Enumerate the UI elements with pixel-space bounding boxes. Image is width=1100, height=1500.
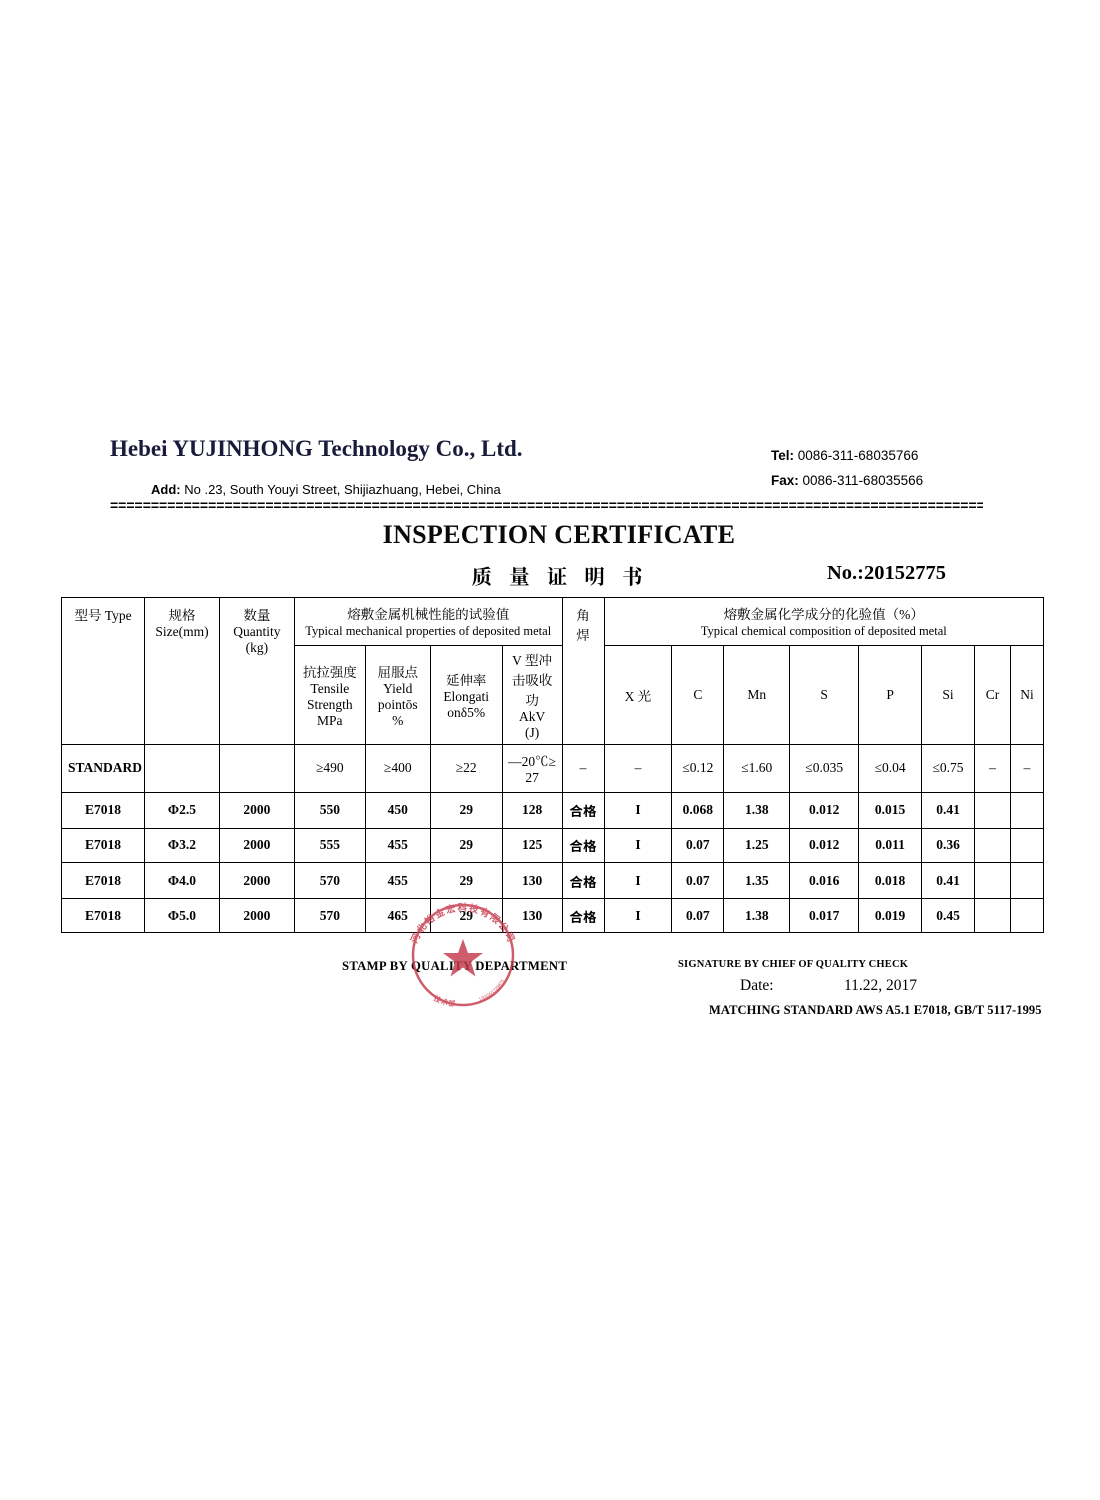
- svg-text:河北裕金宏科技有限公司: 河北裕金宏科技有限公司: [408, 902, 517, 945]
- svg-text:1301001729875: 1301001729875: [478, 978, 505, 1002]
- svg-text:技术部: 技术部: [432, 993, 456, 1008]
